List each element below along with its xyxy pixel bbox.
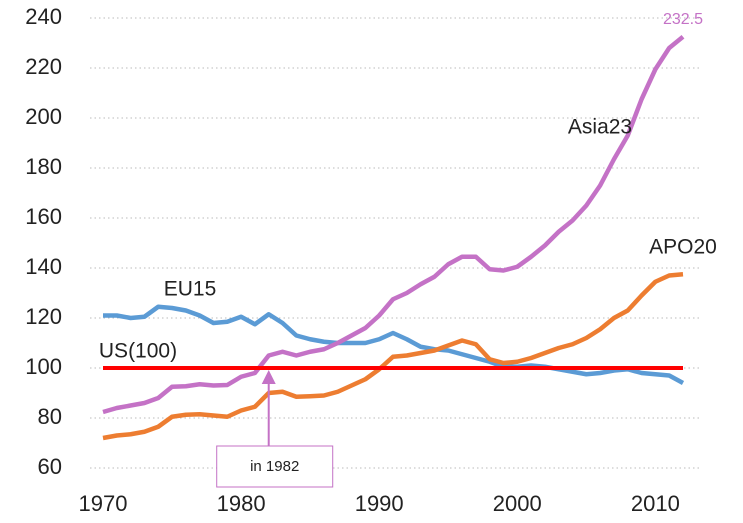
y-tick-label: 180 (25, 154, 62, 179)
x-tick-label: 1990 (355, 491, 404, 516)
x-tick-label: 1980 (217, 491, 266, 516)
y-tick-label: 80 (38, 404, 62, 429)
data-label: 232.5 (663, 11, 703, 28)
y-tick-label: 60 (38, 454, 62, 479)
series-label: EU15 (164, 278, 217, 301)
series-line (102, 272, 684, 441)
annotation-arrowhead (261, 370, 276, 384)
x-tick-label: 2000 (493, 491, 542, 516)
y-tick-label: 100 (25, 354, 62, 379)
series-line (103, 304, 685, 385)
y-tick-label: 160 (25, 204, 62, 229)
y-tick-label: 140 (25, 254, 62, 279)
x-tick-label: 1970 (79, 491, 128, 516)
y-tick-label: 240 (25, 4, 62, 29)
y-tick-label: 200 (25, 104, 62, 129)
y-tick-label: 120 (25, 304, 62, 329)
series-label: Asia23 (568, 116, 632, 139)
series-label: APO20 (649, 236, 717, 259)
x-tick-label: 2010 (631, 491, 680, 516)
annotation-box (216, 445, 334, 488)
series-line (102, 35, 685, 415)
series-label: US(100) (99, 340, 177, 363)
annotation-text: in 1982 (250, 458, 299, 475)
y-tick-label: 220 (25, 54, 62, 79)
